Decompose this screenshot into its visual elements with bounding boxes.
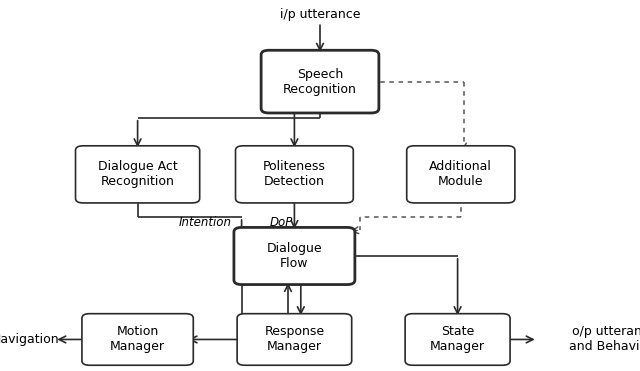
- FancyBboxPatch shape: [407, 146, 515, 203]
- FancyBboxPatch shape: [234, 227, 355, 285]
- Text: Additional
Module: Additional Module: [429, 160, 492, 188]
- FancyBboxPatch shape: [76, 146, 200, 203]
- Text: State
Manager: State Manager: [430, 325, 485, 354]
- Text: Dialogue Act
Recognition: Dialogue Act Recognition: [98, 160, 177, 188]
- Text: o/p utterance
and Behaviour: o/p utterance and Behaviour: [569, 325, 640, 354]
- FancyBboxPatch shape: [405, 313, 510, 365]
- Text: Response
Manager: Response Manager: [264, 325, 324, 354]
- Text: Dialogue
Flow: Dialogue Flow: [267, 242, 322, 270]
- FancyBboxPatch shape: [237, 313, 352, 365]
- Text: i/p utterance: i/p utterance: [280, 8, 360, 22]
- FancyBboxPatch shape: [236, 146, 353, 203]
- Text: Navigation: Navigation: [0, 333, 60, 346]
- Text: Speech
Recognition: Speech Recognition: [283, 68, 357, 96]
- Text: DoP: DoP: [270, 216, 293, 229]
- Text: Politeness
Detection: Politeness Detection: [263, 160, 326, 188]
- Text: Intention: Intention: [179, 216, 231, 229]
- Text: Motion
Manager: Motion Manager: [110, 325, 165, 354]
- FancyBboxPatch shape: [261, 50, 379, 113]
- FancyBboxPatch shape: [82, 313, 193, 365]
